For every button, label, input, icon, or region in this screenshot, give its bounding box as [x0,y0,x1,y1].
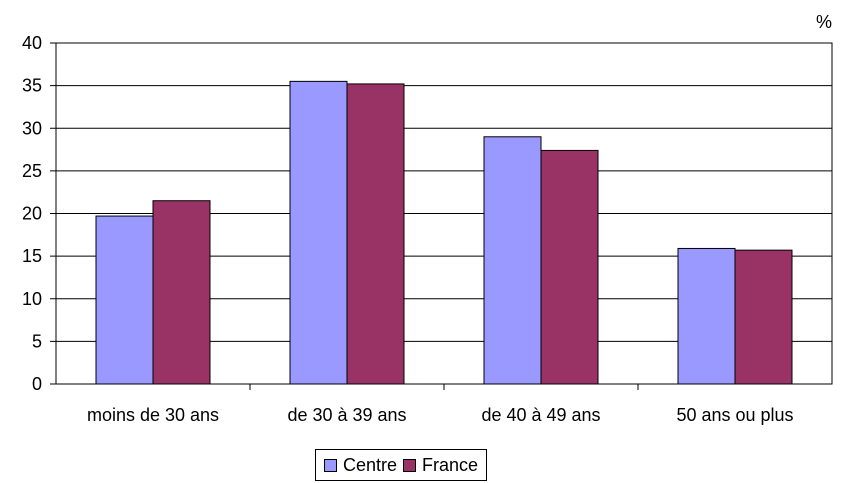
y-tick-label: 20 [22,204,42,224]
legend-label-centre: Centre [343,454,398,475]
plot-frame [55,42,833,385]
bar-france-1 [346,83,405,385]
legend: Centre France [315,449,488,481]
x-category-label: de 40 à 49 ans [481,405,600,425]
y-tick-label: 35 [22,76,42,96]
y-tick-label: 5 [32,331,42,351]
x-category-label: 50 ans ou plus [676,405,793,425]
bar-centre-3 [677,247,736,385]
bar-centre-0 [95,215,154,385]
bar-centre-1 [289,80,348,385]
y-tick-label: 10 [22,289,42,309]
bar-centre-2 [483,136,542,385]
y-tick-label: 30 [22,118,42,138]
legend-swatch-france [403,458,417,472]
x-category-label: de 30 à 39 ans [287,405,406,425]
legend-item-france: France [403,455,478,476]
y-tick-label: 15 [22,246,42,266]
legend-swatch-centre [324,458,337,472]
x-category-labels: moins de 30 ans de 30 à 39 ans de 40 à 49 … [87,405,794,425]
bar-france-2 [540,149,599,385]
y-tick-label: 40 [22,33,42,53]
y-tick-labels: 0 5 10 15 20 25 30 35 40 [22,33,42,394]
bar-chart: 0 5 10 15 20 25 30 35 40 moins de 30 ans de 30 à … [22,12,833,425]
y-tick-label: 0 [32,374,42,394]
legend-item-centre: Centre [324,455,397,476]
axes [50,42,833,390]
legend-label-france: France [422,454,479,475]
bar-france-3 [734,249,793,385]
unit-label: % [816,12,832,32]
x-category-label: moins de 30 ans [87,405,219,425]
bar-france-0 [152,200,211,385]
y-tick-label: 25 [22,161,42,181]
bars [95,80,793,385]
